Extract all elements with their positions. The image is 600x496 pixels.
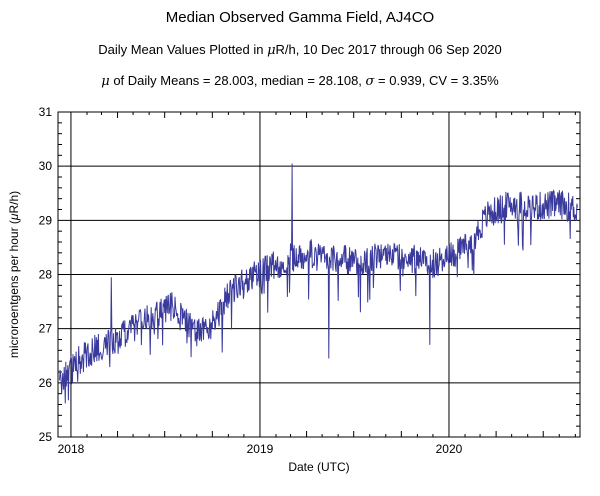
chart-series: [59, 163, 578, 404]
chart-grid: [58, 111, 580, 438]
stats-sigma-symbol: σ: [365, 74, 375, 89]
x-tick-label-2018: 2018: [58, 442, 85, 456]
y-tick-label-28: 28: [39, 268, 53, 282]
chart-title: Median Observed Gamma Field, AJ4CO: [165, 9, 435, 26]
subtitle-mu-symbol: μ: [267, 43, 276, 58]
y-tick-label-27: 27: [39, 322, 53, 336]
subtitle-suffix: R/h, 10 Dec 2017 through 06 Sep 2020: [275, 42, 502, 57]
subtitle-prefix: Daily Mean Values Plotted in: [98, 42, 268, 57]
x-axis-label: Date (UTC): [288, 460, 349, 474]
ylabel-prefix: microroentgens per hour (: [7, 220, 21, 358]
series-line: [59, 163, 578, 404]
y-tick-label-29: 29: [39, 213, 53, 227]
y-tick-label-31: 31: [39, 105, 53, 119]
stats-text-2: = 0.939, CV = 3.35%: [374, 73, 499, 88]
y-tick-label-30: 30: [39, 159, 53, 173]
plot-frame: [57, 111, 581, 438]
stats-mu-symbol: μ: [101, 74, 110, 89]
chart-subtitle: Daily Mean Values Plotted in μR/h, 10 De…: [0, 42, 600, 58]
tick-labels: 25 26 27 28 29 30 31 2018 2019 2020: [39, 105, 463, 456]
y-tick-label-26: 26: [39, 376, 53, 390]
y-tick-label-25: 25: [39, 430, 53, 444]
chart-stats-line: μ of Daily Means = 28.003, median = 28.1…: [0, 73, 600, 89]
x-tick-label-2019: 2019: [247, 442, 274, 456]
ylabel-mu-symbol: μ: [7, 213, 21, 221]
stats-text-1: of Daily Means = 28.003, median = 28.108…: [109, 73, 366, 88]
y-axis-label: microroentgens per hour (μR/h): [7, 191, 21, 358]
ylabel-suffix: R/h): [7, 191, 21, 214]
x-tick-label-2020: 2020: [436, 442, 463, 456]
